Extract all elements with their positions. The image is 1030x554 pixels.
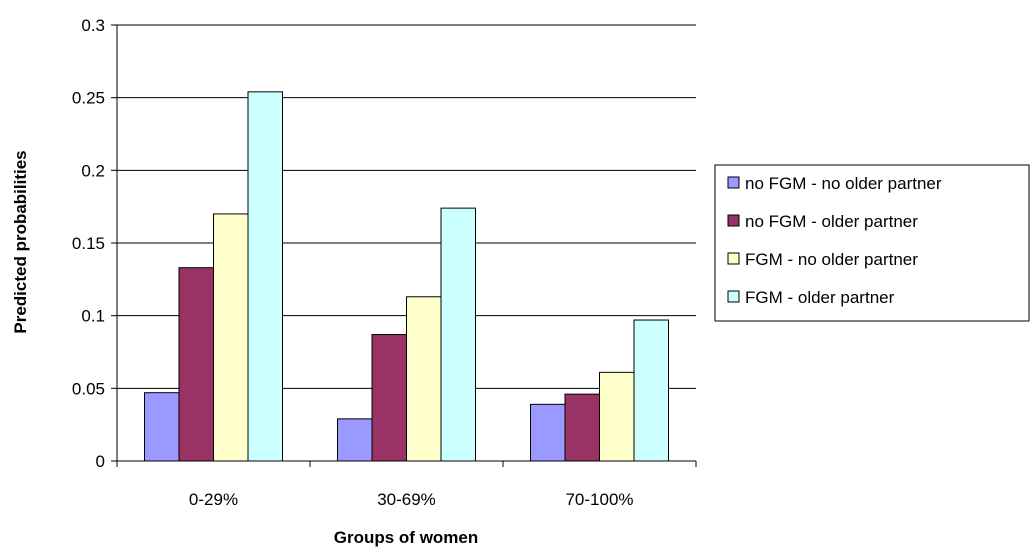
legend-label: no FGM - no older partner: [745, 174, 942, 193]
legend-items: no FGM - no older partner no FGM - older …: [727, 174, 942, 307]
y-tick-label: 0.25: [72, 89, 105, 108]
legend-label: FGM - older partner: [745, 288, 895, 307]
bars: [144, 91, 669, 462]
y-tick-label: 0.05: [72, 379, 105, 398]
y-tick-label: 0.1: [81, 307, 105, 326]
bar: [406, 296, 442, 462]
bar: [144, 392, 180, 462]
bar: [599, 371, 635, 462]
legend-swatch: [727, 214, 740, 227]
bar: [371, 334, 407, 462]
bar: [337, 418, 373, 462]
bar: [633, 319, 669, 462]
legend-frame: [714, 164, 1030, 322]
y-tick-label: 0.2: [81, 161, 105, 180]
bar: [530, 403, 566, 462]
y-tick-label: 0: [96, 452, 105, 471]
x-tick-label: 30-69%: [377, 490, 436, 509]
legend: no FGM - no older partner no FGM - older …: [714, 164, 1030, 322]
legend-swatch: [727, 252, 740, 265]
x-tick-label: 70-100%: [565, 490, 633, 509]
bar: [247, 91, 283, 462]
legend-label: FGM - no older partner: [745, 250, 918, 269]
x-tick-label: 0-29%: [189, 490, 238, 509]
legend-swatch: [727, 290, 740, 303]
legend-swatch: [727, 176, 740, 189]
bar: [440, 207, 476, 462]
x-axis-title: Groups of women: [334, 528, 479, 547]
bar: [564, 393, 600, 462]
y-axis-ticks: 0 0.05 0.1 0.15 0.2 0.25 0.3: [72, 16, 117, 471]
bar: [178, 267, 214, 462]
legend-label: no FGM - older partner: [745, 212, 918, 231]
bar: [213, 213, 249, 462]
y-axis-title: Predicted probabilities: [11, 150, 30, 333]
y-tick-label: 0.3: [81, 16, 105, 35]
x-axis-ticks: 0-29% 30-69% 70-100%: [116, 461, 697, 509]
y-tick-label: 0.15: [72, 234, 105, 253]
